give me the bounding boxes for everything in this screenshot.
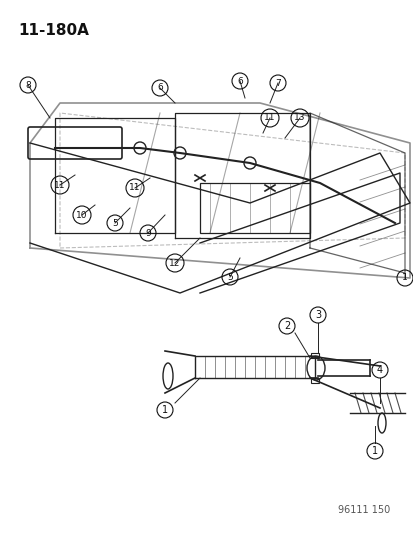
Text: 11: 11 bbox=[54, 181, 66, 190]
Text: 11-180A: 11-180A bbox=[18, 23, 89, 38]
Text: 12: 12 bbox=[169, 259, 180, 268]
Text: 11: 11 bbox=[129, 183, 140, 192]
Text: 8: 8 bbox=[25, 80, 31, 90]
Text: 11: 11 bbox=[263, 114, 275, 123]
Text: 96111 150: 96111 150 bbox=[337, 505, 389, 515]
Text: 2: 2 bbox=[283, 321, 290, 331]
Text: 4: 4 bbox=[376, 365, 382, 375]
Text: 5: 5 bbox=[112, 219, 118, 228]
Bar bbox=[310, 353, 318, 358]
Text: 1: 1 bbox=[161, 405, 168, 415]
Text: 10: 10 bbox=[76, 211, 88, 220]
Text: 7: 7 bbox=[275, 78, 280, 87]
Text: 13: 13 bbox=[294, 114, 305, 123]
Text: 3: 3 bbox=[314, 310, 320, 320]
Text: 1: 1 bbox=[401, 273, 407, 282]
Text: 6: 6 bbox=[237, 77, 242, 85]
Bar bbox=[310, 378, 318, 383]
Text: 5: 5 bbox=[227, 272, 232, 281]
Text: 6: 6 bbox=[157, 84, 162, 93]
Text: 9: 9 bbox=[145, 229, 150, 238]
Text: 1: 1 bbox=[371, 446, 377, 456]
Bar bbox=[199, 183, 309, 233]
